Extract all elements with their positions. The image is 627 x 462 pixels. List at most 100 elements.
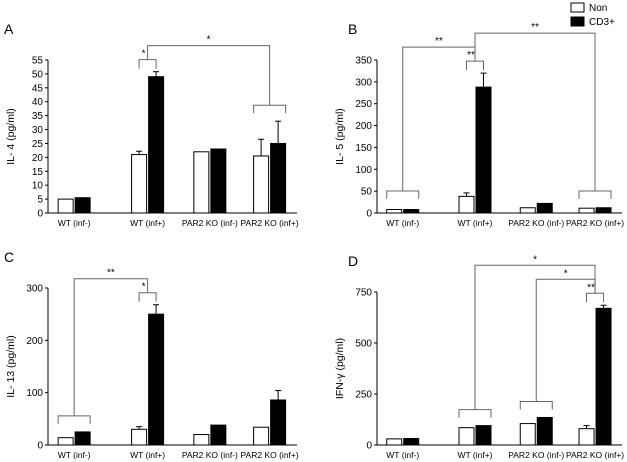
y-axis-title-c: IL- 13 (pg/ml) [5,335,17,397]
x-tick-label-c: WT (inf+) [130,450,165,460]
y-tick-label-b: 350 [355,56,372,67]
significance-bracket-d [519,400,553,410]
bar-d-non [386,438,403,446]
x-tick-label-c: WT (inf-) [58,450,91,460]
bar-d-cd3 [475,425,492,446]
x-tick-label-d: PAR2 KO (inf+) [566,450,624,460]
bar-d-cd3 [536,416,553,446]
significance-span-b [402,46,476,191]
y-tick-label-a: 35 [32,111,44,122]
y-tick-label-a: 45 [32,83,44,94]
x-tick-label-b: WT (inf-) [386,218,419,228]
x-tick-label-d: PAR2 KO (inf-) [508,450,564,460]
significance-label-b: ** [435,36,443,47]
panel-d: D IFN-γ (pg/ml) 0 250 500 750 WT (inf-) WT (inf… [334,253,624,460]
y-tick-label-b: 50 [361,187,373,198]
significance-bracket-b [386,190,420,199]
bar-b-non [519,207,536,214]
bar-c-non [253,426,270,446]
significance-bracket-c [138,292,157,302]
significance-label-b: ** [531,22,539,33]
bar-c-cd3 [148,313,165,446]
x-tick-label-b: PAR2 KO (inf+) [566,218,624,228]
x-tick-label-a: PAR2 KO (inf-) [182,218,238,228]
y-tick-label-b: 200 [355,121,372,132]
y-tick-label-d: 750 [355,288,372,299]
x-tick-label-b: WT (inf+) [457,218,492,228]
y-axis-title-b: IL- 5 (pg/ml) [334,108,346,165]
x-tick-label-b: PAR2 KO (inf-) [508,218,564,228]
significance-bracket-a [138,59,157,69]
bar-a-non [131,154,148,214]
x-tick-label-a: WT (inf+) [130,218,165,228]
y-tick-label-c: 200 [26,336,43,347]
bar-b-cd3 [403,209,420,214]
significance-bracket-c [57,415,91,424]
significance-span-b [474,32,596,191]
bar-b-non [458,195,475,214]
significance-label-c: ** [107,268,115,279]
y-tick-label-b: 100 [355,165,372,176]
y-tick-label-a: 5 [37,195,43,206]
significance-label-a: * [142,49,146,60]
panel-a: A IL- 4 (pg/ml) 0 5 10 15 20 25 30 35 40 45 50 55 WT (… [4,21,299,228]
significance-label-d: ** [587,282,595,293]
bar-d-cd3 [403,437,420,446]
bar-c-cd3 [210,424,227,446]
significance-label-c: * [142,282,146,293]
bar-c-cd3 [74,431,91,446]
legend-label-cd3: CD3+ [589,17,615,28]
bar-d-cd3 [595,307,612,446]
y-tick-label-a: 30 [32,125,44,136]
y-tick-label-d: 0 [366,441,372,452]
y-tick-label-b: 300 [355,77,372,88]
significance-bracket-d [586,292,605,303]
legend-swatch-cd3 [570,16,585,27]
panel-letter-c: C [4,249,14,265]
significance-bracket-b [578,190,612,199]
bar-b-non [578,207,595,214]
bar-b-non [386,209,403,214]
bar-a-cd3 [210,148,227,214]
y-tick-label-c: 0 [37,441,43,452]
significance-span-a [147,45,271,106]
significance-label-a: * [207,35,211,46]
panel-c: C IL- 13 (pg/ml) 0 100 200 300 WT (inf-) WT (in… [4,249,299,460]
y-tick-label-a: 40 [32,97,44,108]
bar-a-cd3 [74,197,91,214]
y-tick-label-b: 0 [366,209,372,220]
significance-bracket-d [458,409,492,418]
y-tick-label-b: 250 [355,99,372,110]
y-tick-label-a: 10 [32,181,44,192]
x-tick-label-c: PAR2 KO (inf+) [241,450,299,460]
bar-a-non [253,155,270,214]
significance-bracket-a [253,104,287,114]
bar-a-non [193,151,210,214]
panel-letter-b: B [348,21,357,37]
panel-letter-d: D [348,253,358,269]
bar-c-non [193,434,210,446]
significance-label-d: * [564,268,568,279]
x-tick-label-c: PAR2 KO (inf-) [182,450,238,460]
significance-label-b: ** [467,50,475,61]
x-tick-label-d: WT (inf+) [457,450,492,460]
y-axis-title-a: IL- 4 (pg/ml) [5,108,17,165]
x-tick-label-a: PAR2 KO (inf+) [241,218,299,228]
bar-c-non [57,437,74,446]
y-tick-label-c: 300 [26,284,43,295]
x-tick-label-a: WT (inf-) [58,218,91,228]
y-tick-label-a: 15 [32,167,44,178]
legend-label-non: Non [589,3,607,14]
bar-b-cd3 [595,207,612,214]
legend-swatch-non [570,2,585,13]
significance-label-d: * [533,254,537,265]
y-tick-label-a: 25 [32,139,44,150]
bar-b-cd3 [536,202,553,214]
y-tick-label-a: 0 [37,209,43,220]
legend-item-cd3: CD3+ [570,16,615,28]
significance-bracket-b [466,60,484,71]
x-tick-label-d: WT (inf-) [386,450,419,460]
bar-a-non [57,198,74,214]
